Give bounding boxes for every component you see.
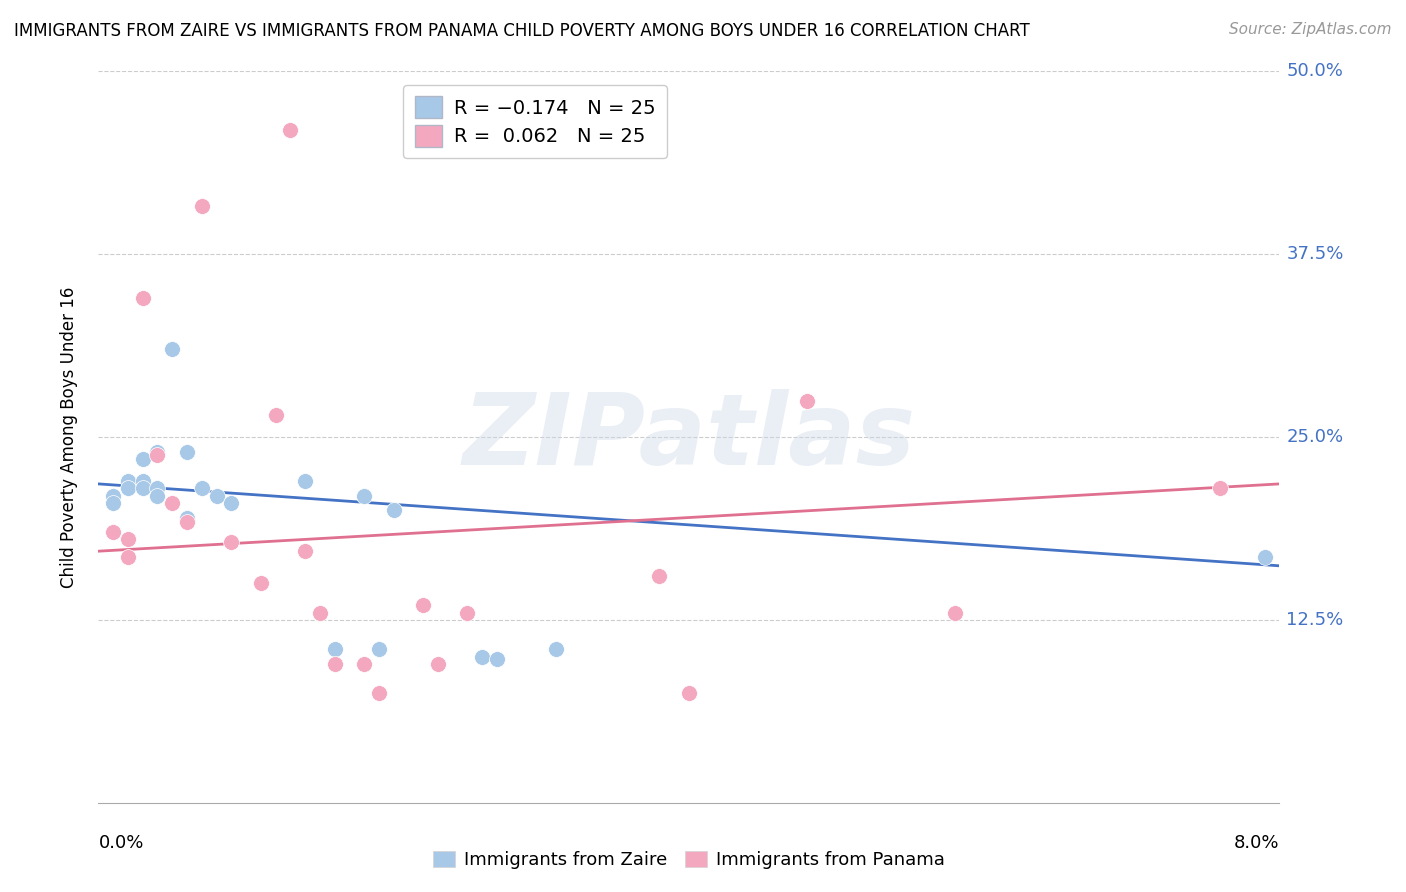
Point [176,510,198,524]
Y-axis label: Child Poverty Among Boys Under 16: Child Poverty Among Boys Under 16 [59,286,77,588]
Text: 37.5%: 37.5% [1286,245,1344,263]
Point [648,569,671,583]
Point [103,489,124,503]
Point [250,576,273,591]
Point [456,606,478,620]
Point [219,496,242,510]
Text: 12.5%: 12.5% [1286,611,1344,629]
Point [485,652,508,666]
Point [146,489,169,503]
Point [162,496,183,510]
Text: IMMIGRANTS FROM ZAIRE VS IMMIGRANTS FROM PANAMA CHILD POVERTY AMONG BOYS UNDER 1: IMMIGRANTS FROM ZAIRE VS IMMIGRANTS FROM… [14,22,1029,40]
Point [471,649,494,664]
Point [162,343,183,357]
Text: 8.0%: 8.0% [1234,834,1279,852]
Point [323,657,346,671]
Point [191,481,214,495]
Point [219,535,242,549]
Point [132,291,155,305]
Point [132,474,155,488]
Point [117,533,139,547]
Point [117,474,139,488]
Text: 25.0%: 25.0% [1286,428,1344,446]
Point [146,448,169,462]
Text: 0.0%: 0.0% [98,834,143,852]
Point [943,606,966,620]
Point [146,444,169,458]
Point [176,444,198,458]
Point [117,481,139,495]
Point [1254,549,1277,564]
Point [796,393,818,408]
Point [678,686,700,700]
Point [103,496,124,510]
Point [264,408,287,422]
Point [544,642,567,657]
Point [294,544,316,558]
Point [367,642,389,657]
Point [308,606,332,620]
Text: 50.0%: 50.0% [1286,62,1343,80]
Point [412,599,434,613]
Legend: R = −0.174   N = 25, R =  0.062   N = 25: R = −0.174 N = 25, R = 0.062 N = 25 [404,85,668,158]
Text: ZIPatlas: ZIPatlas [463,389,915,485]
Point [117,549,139,564]
Point [353,657,375,671]
Point [146,481,169,495]
Point [205,489,228,503]
Point [132,452,155,467]
Point [132,481,155,495]
Point [353,489,375,503]
Point [426,657,449,671]
Point [382,503,405,517]
Point [367,686,389,700]
Point [176,515,198,529]
Point [1209,481,1232,495]
Point [278,123,301,137]
Point [191,199,214,213]
Point [323,642,346,657]
Text: Source: ZipAtlas.com: Source: ZipAtlas.com [1229,22,1392,37]
Point [294,474,316,488]
Point [103,525,124,540]
